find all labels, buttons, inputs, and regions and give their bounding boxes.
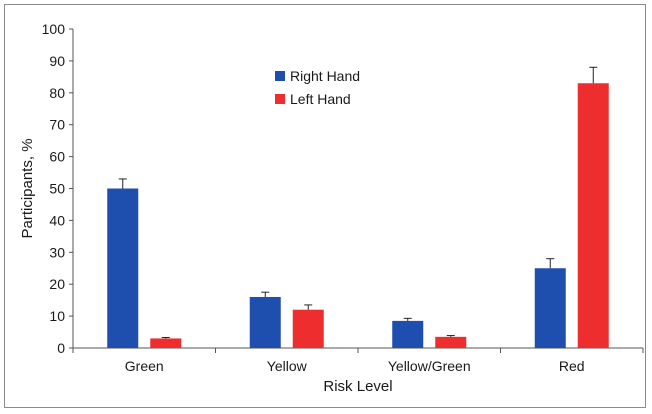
- x-tick-label: Yellow: [267, 358, 308, 374]
- x-axis: Green Yellow Yellow/Green Red: [72, 347, 644, 374]
- bar-left-hand: [577, 83, 609, 348]
- y-tick-label: 80: [49, 85, 65, 101]
- y-tick-label: 0: [57, 340, 65, 356]
- y-tick-label: 20: [49, 276, 65, 292]
- bar-right-hand: [392, 320, 424, 348]
- y-tick-label: 60: [49, 149, 65, 165]
- legend-label-left-hand: Left Hand: [290, 91, 351, 107]
- bar-left-hand: [150, 338, 182, 348]
- y-tick-label: 70: [49, 117, 65, 133]
- y-tick-label: 50: [49, 181, 65, 197]
- x-axis-title: Risk Level: [323, 378, 392, 395]
- legend-swatch-left-hand: [275, 94, 285, 104]
- y-tick-label: 90: [49, 53, 65, 69]
- bar-right-hand: [249, 296, 281, 348]
- legend: Right Hand Left Hand: [275, 68, 360, 107]
- x-tick-label: Red: [559, 358, 585, 374]
- legend-label-right-hand: Right Hand: [290, 68, 360, 84]
- bar-right-hand: [107, 188, 139, 348]
- y-axis-title: Participants, %: [19, 138, 36, 238]
- bars: [107, 66, 609, 348]
- x-tick-label: Yellow/Green: [388, 358, 471, 374]
- bar-right-hand: [534, 268, 566, 348]
- bar-left-hand: [292, 309, 324, 348]
- y-tick-label: 10: [49, 308, 65, 324]
- y-tick-label: 30: [49, 244, 65, 260]
- y-tick-label: 40: [49, 212, 65, 228]
- y-axis: 0 10 20 30 40 50 60 70 80 90 100: [42, 21, 74, 356]
- x-tick-label: Green: [125, 358, 164, 374]
- legend-swatch-right-hand: [275, 71, 285, 81]
- bar-left-hand: [435, 336, 467, 348]
- y-tick-label: 100: [42, 21, 66, 37]
